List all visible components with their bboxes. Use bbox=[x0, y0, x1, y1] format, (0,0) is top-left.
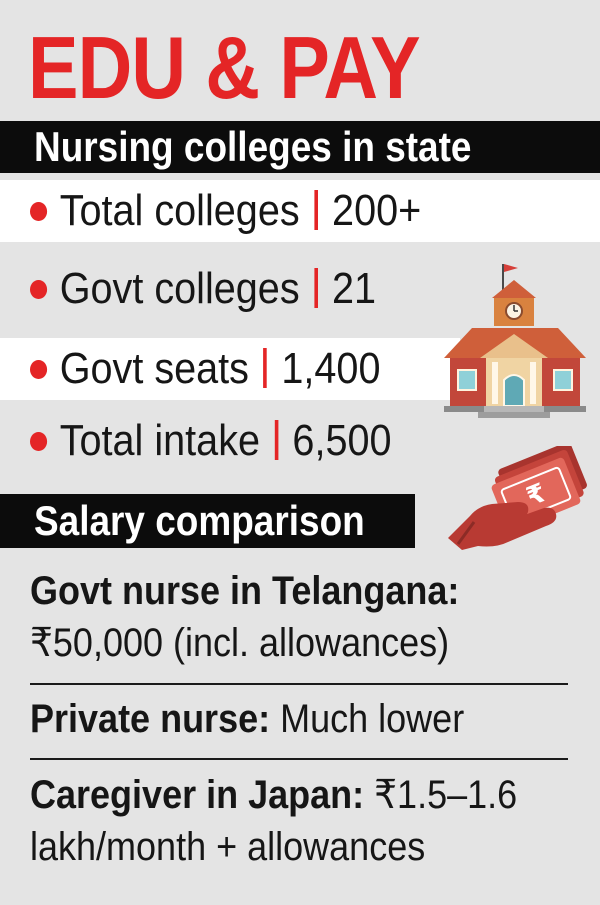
stat-value: 1,400 bbox=[281, 344, 381, 393]
govt-nurse-label: Govt nurse in Telangana: bbox=[30, 569, 460, 613]
school-building-icon bbox=[444, 264, 586, 418]
bullet-dot bbox=[30, 202, 48, 221]
stat-row-total-intake: Total intake 6,500 bbox=[0, 410, 600, 472]
stat-label: Total colleges bbox=[59, 186, 300, 235]
bullet-dot bbox=[30, 280, 48, 299]
private-nurse-label: Private nurse: bbox=[30, 697, 271, 741]
colleges-section-heading: Nursing colleges in state bbox=[0, 121, 600, 173]
separator-bar bbox=[314, 190, 318, 230]
stat-row-govt-seats: Govt seats 1,400 bbox=[0, 338, 460, 400]
salary-section-heading: Salary comparison bbox=[0, 494, 415, 548]
stat-label: Total intake bbox=[59, 416, 261, 465]
divider bbox=[30, 683, 568, 685]
stat-value: 21 bbox=[332, 264, 377, 313]
stat-label: Govt seats bbox=[59, 344, 249, 393]
separator-bar bbox=[263, 348, 267, 388]
separator-bar bbox=[314, 268, 318, 308]
caregiver-japan-value-line2: lakh/month + allowances bbox=[30, 825, 426, 869]
caregiver-japan-line: Caregiver in Japan: ₹1.5–1.6 bbox=[30, 769, 517, 821]
page-title: EDU & PAY bbox=[28, 18, 421, 117]
private-nurse-line: Private nurse: Much lower bbox=[30, 693, 464, 745]
separator-bar bbox=[274, 420, 279, 460]
stat-value: 200+ bbox=[332, 186, 422, 235]
private-nurse-value: Much lower bbox=[280, 697, 465, 741]
stat-value: 6,500 bbox=[292, 416, 392, 465]
divider bbox=[30, 758, 568, 760]
govt-nurse-value: ₹50,000 (incl. allowances) bbox=[30, 621, 450, 665]
stat-row-govt-colleges: Govt colleges 21 bbox=[0, 258, 600, 320]
caregiver-japan-value: ₹1.5–1.6 bbox=[374, 773, 518, 817]
hand-holding-rupee-notes-icon: ₹ bbox=[448, 446, 587, 550]
stat-row-total-colleges: Total colleges 200+ bbox=[0, 180, 600, 242]
caregiver-japan-label: Caregiver in Japan: bbox=[30, 773, 365, 817]
bullet-dot bbox=[30, 360, 48, 379]
bullet-dot bbox=[30, 432, 48, 451]
stat-label: Govt colleges bbox=[59, 264, 300, 313]
